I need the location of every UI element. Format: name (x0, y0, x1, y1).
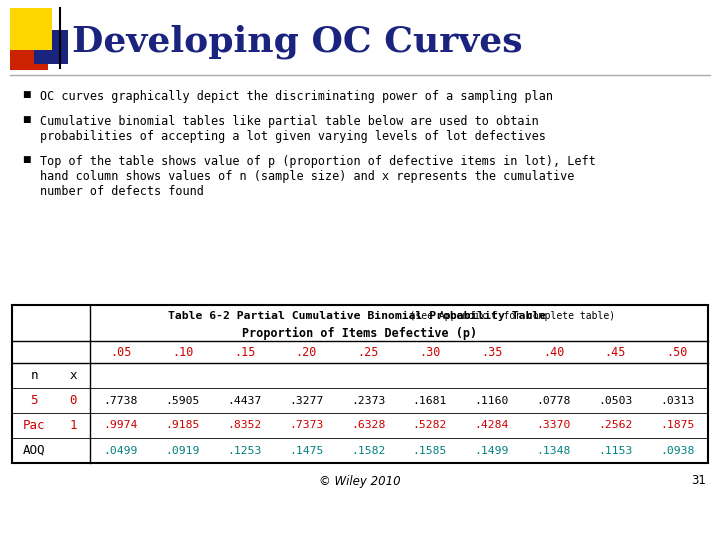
Text: 5: 5 (30, 394, 37, 407)
Text: .9185: .9185 (166, 421, 200, 430)
Text: ■: ■ (22, 90, 30, 99)
Text: © Wiley 2010: © Wiley 2010 (319, 475, 401, 488)
Text: 0: 0 (69, 394, 77, 407)
Text: .4437: .4437 (228, 395, 261, 406)
Bar (10, 8, 52, 50)
Text: .30: .30 (419, 346, 441, 359)
Text: AOQ: AOQ (23, 444, 45, 457)
Text: .1253: .1253 (228, 446, 261, 456)
Text: x: x (69, 369, 77, 382)
Text: Top of the table shows value of p (proportion of defective items in lot), Left
h: Top of the table shows value of p (propo… (40, 155, 595, 198)
Bar (12, 305, 708, 463)
Text: .25: .25 (357, 346, 379, 359)
Text: .7373: .7373 (289, 421, 323, 430)
Text: .10: .10 (172, 346, 194, 359)
Text: .0503: .0503 (598, 395, 632, 406)
Text: .15: .15 (234, 346, 255, 359)
Bar (10, 32, 48, 70)
Text: .3277: .3277 (289, 395, 323, 406)
Text: OC curves graphically depict the discriminating power of a sampling plan: OC curves graphically depict the discrim… (40, 90, 553, 103)
Text: .7738: .7738 (104, 395, 138, 406)
Text: .5282: .5282 (413, 421, 447, 430)
Text: .1153: .1153 (598, 446, 632, 456)
Text: .20: .20 (296, 346, 317, 359)
Text: .50: .50 (667, 346, 688, 359)
Text: .5905: .5905 (166, 395, 200, 406)
Text: .1348: .1348 (536, 446, 571, 456)
Text: Table 6-2 Partial Cumulative Binomial Probability Table: Table 6-2 Partial Cumulative Binomial Pr… (168, 311, 552, 321)
Bar (13, 413, 707, 438)
Text: .2562: .2562 (598, 421, 632, 430)
Text: .0499: .0499 (104, 446, 138, 456)
Text: Developing OC Curves: Developing OC Curves (72, 25, 523, 59)
Text: ■: ■ (22, 155, 30, 164)
Text: .0313: .0313 (660, 395, 694, 406)
Text: .1875: .1875 (660, 421, 694, 430)
Text: .45: .45 (605, 346, 626, 359)
Text: .1475: .1475 (289, 446, 323, 456)
Text: .40: .40 (543, 346, 564, 359)
Text: Proportion of Items Defective (p): Proportion of Items Defective (p) (243, 327, 477, 340)
Text: .05: .05 (110, 346, 132, 359)
Text: .35: .35 (481, 346, 503, 359)
Text: .0938: .0938 (660, 446, 694, 456)
Text: .6328: .6328 (351, 421, 385, 430)
Text: 1: 1 (69, 419, 77, 432)
Text: .3370: .3370 (536, 421, 571, 430)
Bar (34, 30, 68, 64)
Text: .0778: .0778 (536, 395, 571, 406)
Text: .1585: .1585 (413, 446, 447, 456)
Text: 31: 31 (691, 475, 706, 488)
Text: .9974: .9974 (104, 421, 138, 430)
Text: .1582: .1582 (351, 446, 385, 456)
Text: (see Appendix C for complete table): (see Appendix C for complete table) (104, 311, 616, 321)
Text: .1160: .1160 (474, 395, 509, 406)
Text: ■: ■ (22, 115, 30, 124)
Text: .2373: .2373 (351, 395, 385, 406)
Text: .1681: .1681 (413, 395, 447, 406)
Text: Cumulative binomial tables like partial table below are used to obtain
probabili: Cumulative binomial tables like partial … (40, 115, 546, 143)
Text: .0919: .0919 (166, 446, 200, 456)
Text: .8352: .8352 (228, 421, 261, 430)
Text: .1499: .1499 (474, 446, 509, 456)
Text: n: n (30, 369, 37, 382)
Text: .4284: .4284 (474, 421, 509, 430)
Text: Pac: Pac (23, 419, 45, 432)
